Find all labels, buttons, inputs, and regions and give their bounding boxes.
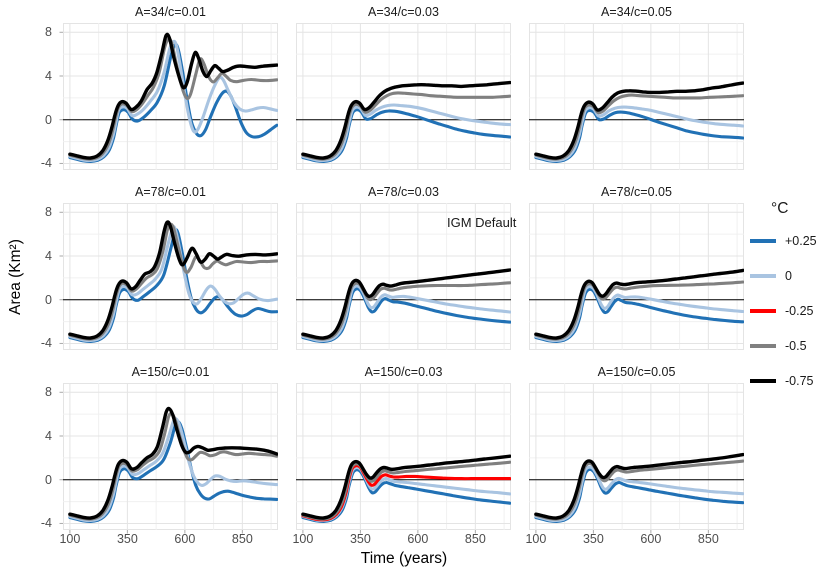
series-line--0.75 — [68, 220, 278, 340]
x-tick-label: 600 — [407, 532, 429, 546]
series-line-0 — [534, 465, 744, 523]
series-line--0.75 — [301, 454, 511, 520]
facet-panel — [63, 203, 278, 350]
x-tick-label: 350 — [349, 532, 371, 546]
x-axis-title: Time (years) — [360, 550, 448, 567]
panel-border — [529, 383, 744, 530]
legend-item: -0.75 — [750, 371, 817, 391]
facet-panel — [63, 383, 278, 530]
legend-item: -0.5 — [750, 336, 817, 356]
facet-panel — [529, 383, 744, 530]
series-line-0 — [301, 284, 511, 343]
series-line--0.5 — [534, 93, 744, 161]
series-line-0 — [68, 39, 278, 163]
legend: °C +0.25 0 -0.25 -0.5 -0.75 — [750, 200, 817, 406]
y-tick-label: -4 — [40, 156, 52, 171]
series-line--0.75 — [534, 268, 744, 340]
legend-key-line-icon — [750, 274, 776, 278]
facet-title: A=150/c=0.05 — [597, 365, 676, 379]
facet-panel — [296, 23, 511, 170]
series-line-0 — [301, 103, 511, 163]
legend-item: 0 — [750, 266, 817, 286]
x-tick-label: 350 — [582, 532, 604, 546]
facet-panel — [296, 203, 511, 350]
legend-items: +0.25 0 -0.25 -0.5 -0.75 — [750, 231, 817, 391]
facet-panel — [529, 203, 744, 350]
x-tick-label: 100 — [525, 532, 547, 546]
panel-border — [63, 383, 278, 530]
panel-border — [296, 203, 511, 350]
series-line--0.5 — [534, 280, 744, 341]
panel-border — [296, 383, 511, 530]
series-line--0.75 — [534, 452, 744, 520]
y-tick-label: -4 — [40, 516, 52, 531]
y-tick-label: 0 — [45, 112, 52, 127]
y-tick-label: 4 — [45, 69, 52, 83]
series-line--0.5 — [301, 91, 511, 161]
panel-border — [63, 203, 278, 350]
y-tick-label: 8 — [45, 25, 52, 40]
facet-title: A=34/c=0.01 — [135, 5, 206, 19]
facet-title: A=150/c=0.03 — [364, 365, 443, 379]
facet-title: A=34/c=0.03 — [368, 5, 439, 19]
legend-key-line-icon — [750, 344, 776, 348]
y-tick-label: 4 — [45, 249, 52, 263]
series-line--0.5 — [534, 459, 744, 521]
y-tick-label: 8 — [45, 205, 52, 220]
y-tick-label: 4 — [45, 429, 52, 443]
legend-item: -0.25 — [750, 301, 817, 321]
facet-title: A=78/c=0.05 — [601, 185, 672, 199]
series-line--0.75 — [68, 32, 278, 160]
facet-title: A=34/c=0.05 — [601, 5, 672, 19]
legend-label: +0.25 — [785, 234, 817, 248]
x-tick-label: 350 — [116, 532, 138, 546]
igm-default-annotation: IGM Default — [447, 215, 517, 230]
series-line--0.75 — [534, 81, 744, 160]
series-line-0 — [534, 105, 744, 163]
facet-title: A=78/c=0.03 — [368, 185, 439, 199]
series-line--0.5 — [301, 460, 511, 521]
x-tick-label: 600 — [640, 532, 662, 546]
facet-title: A=78/c=0.01 — [135, 185, 206, 199]
legend-key-line-icon — [750, 309, 776, 313]
series-line-+0.25 — [68, 228, 278, 343]
legend-label: -0.25 — [785, 304, 814, 318]
legend-key-line-icon — [750, 379, 776, 383]
legend-title: °C — [771, 200, 789, 217]
series-line--0.75 — [68, 406, 278, 520]
panel-border — [529, 203, 744, 350]
y-tick-label: 0 — [45, 292, 52, 307]
y-tick-label: 0 — [45, 472, 52, 487]
series-line-+0.25 — [68, 420, 278, 523]
x-tick-label: 100 — [292, 532, 314, 546]
facet-panel — [63, 23, 278, 170]
legend-item: +0.25 — [750, 231, 817, 251]
x-tick-label: 850 — [697, 532, 719, 546]
facet-title: A=150/c=0.01 — [131, 365, 210, 379]
series-line-0 — [534, 284, 744, 343]
series-line--0.5 — [301, 281, 511, 341]
legend-label: 0 — [785, 269, 792, 283]
series-line--0.75 — [301, 80, 511, 160]
facet-panel — [529, 23, 744, 170]
y-tick-label: -4 — [40, 336, 52, 351]
panel-border — [63, 23, 278, 170]
legend-label: -0.5 — [785, 339, 807, 353]
x-tick-label: 100 — [59, 532, 81, 546]
legend-key-line-icon — [750, 239, 776, 243]
facet-panel — [296, 383, 511, 530]
legend-label: -0.75 — [785, 374, 814, 388]
series-line--0.75 — [301, 268, 511, 340]
x-tick-label: 850 — [464, 532, 486, 546]
x-tick-label: 600 — [174, 532, 196, 546]
x-tick-label: 850 — [231, 532, 253, 546]
y-tick-label: 8 — [45, 385, 52, 400]
